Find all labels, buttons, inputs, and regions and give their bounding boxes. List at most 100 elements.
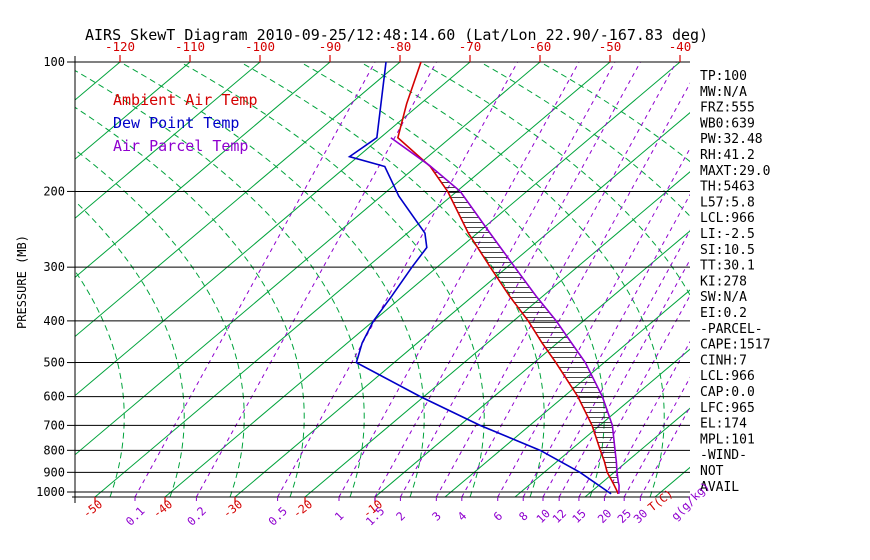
- mixing-ratio-line: [134, 62, 376, 497]
- moist-adiabat-line: [179, 62, 485, 497]
- stat-line: EI:0.2: [700, 306, 747, 321]
- stat-line: FRZ:555: [700, 101, 755, 116]
- moist-adiabat-line: [75, 106, 305, 497]
- moist-adiabat-line: [75, 149, 245, 497]
- mixing-ratio-line: [623, 376, 690, 497]
- stat-line: LFC:965: [700, 401, 755, 416]
- air-parcel-temp-curve: [390, 137, 620, 494]
- isotherm-line: [234, 112, 690, 497]
- mixing-ratio-line: [195, 62, 437, 497]
- moist-adiabat-line: [359, 62, 665, 497]
- isotherm-line: [304, 171, 690, 497]
- stat-line: LCL:966: [700, 211, 755, 226]
- stat-line: TT:30.1: [700, 259, 755, 274]
- stat-line: KI:278: [700, 274, 747, 289]
- mixing-ratio-line: [374, 62, 616, 497]
- stat-line: RH:41.2: [700, 148, 755, 163]
- mixing-ratio-line: [338, 62, 580, 497]
- stat-line: MW:N/A: [700, 85, 747, 100]
- pressure-tick-label: 500: [43, 356, 65, 370]
- mixing-ratio-line: [497, 147, 690, 497]
- moist-adiabat-line: [75, 200, 185, 497]
- isobar-grid: [75, 61, 690, 493]
- stats-panel: TP:100MW:N/AFRZ:555WB0:639PW:32.48RH:41.…: [700, 69, 770, 495]
- isotherm-line: [374, 230, 690, 497]
- mixing-ratio-unit-label: g(g/kg): [668, 479, 712, 523]
- isotherm-line: [75, 62, 471, 397]
- pressure-tick-label: 800: [43, 443, 65, 457]
- isotherm-line: [75, 62, 191, 160]
- chart-title: AIRS SkewT Diagram 2010-09-25/12:48:14.6…: [85, 26, 708, 44]
- bottom-temp-label: -30: [220, 497, 245, 521]
- mixing-ratio-line: [542, 229, 690, 497]
- isotherm-line: [444, 289, 690, 497]
- mixing-ratio-line: [435, 62, 677, 497]
- moist-adiabat-line: [0, 62, 4, 497]
- stat-line: CAP:0.0: [700, 385, 755, 400]
- mixing-ratio-label: 0.1: [123, 504, 148, 529]
- pressure-tick-label: 100: [43, 55, 65, 69]
- mixing-ratio-label: 15: [569, 506, 589, 526]
- stat-line: NOT: [700, 464, 724, 479]
- stat-line: SW:N/A: [700, 290, 747, 305]
- mixing-ratio-label: 4: [455, 509, 470, 524]
- stat-line: TH:5463: [700, 180, 755, 195]
- isotherm-grid: [75, 62, 690, 497]
- stat-line: EL:174: [700, 417, 747, 432]
- pressure-tick-label: 1000: [36, 485, 65, 499]
- sounding-curves: [347, 62, 620, 495]
- top-temp-label: -100: [245, 39, 275, 54]
- stat-line: LI:-2.5: [700, 227, 755, 242]
- isotherm-line: [654, 466, 690, 497]
- mixing-ratio-line: [603, 340, 690, 497]
- stat-line: CINH:7: [700, 353, 747, 368]
- isotherm-line: [164, 62, 681, 497]
- stat-line: MAXT:29.0: [700, 164, 770, 179]
- bottom-temp-label: -40: [150, 497, 175, 521]
- mixing-ratio-label: 20: [595, 506, 615, 526]
- pressure-axis-label: PRESSURE (MB): [15, 235, 29, 329]
- mixing-ratio-line: [277, 62, 519, 497]
- stat-line: WB0:639: [700, 116, 755, 131]
- moist-adiabat-line: [539, 62, 690, 163]
- pressure-tick-label: 300: [43, 260, 65, 274]
- top-temp-label: -90: [319, 39, 342, 54]
- mixing-ratio-label: 6: [491, 509, 506, 524]
- isotherm-line: [94, 62, 611, 497]
- top-temp-label: -50: [599, 39, 622, 54]
- stat-line: -PARCEL-: [700, 322, 763, 337]
- top-temp-label: -40: [669, 39, 692, 54]
- mixing-ratio-label: 0.2: [184, 504, 209, 529]
- stat-line: MPL:101: [700, 432, 755, 447]
- dew-point-temp-curve: [347, 62, 612, 495]
- mixing-ratio-line: [639, 405, 690, 497]
- moist-adiabat-line: [75, 70, 365, 497]
- stat-line: CAPE:1517: [700, 338, 770, 353]
- isotherm-line: [75, 62, 401, 338]
- mixing-ratio-line: [522, 193, 690, 497]
- pressure-tick-label: 700: [43, 418, 65, 432]
- mixing-ratio-line: [578, 294, 690, 497]
- mixing-ratio-label: 0.5: [265, 504, 290, 529]
- bottom-temp-label: -50: [80, 497, 105, 521]
- mixing-ratio-label: 3: [429, 509, 444, 524]
- isotherm-line: [584, 407, 690, 497]
- top-temp-label: -70: [459, 39, 482, 54]
- mixing-ratio-label: 8: [516, 509, 531, 524]
- moist-adiabat-line: [119, 62, 425, 497]
- mixing-ratio-label: 30: [631, 506, 651, 526]
- legend-ambient-air-temp: Ambient Air Temp: [113, 91, 258, 109]
- moist-adiabat-line: [75, 270, 125, 497]
- top-temperature-labels: -120 -110 -100 -90 -80 -70 -60 -50 -40: [105, 39, 691, 54]
- stat-line: LCL:966: [700, 369, 755, 384]
- isotherm-line: [75, 62, 261, 219]
- stat-line: TP:100: [700, 69, 747, 84]
- mixing-ratio-label: 1: [332, 509, 347, 524]
- isotherm-line: [75, 62, 331, 279]
- isotherm-line: [514, 348, 690, 497]
- legend-air-parcel-temp: Air Parcel Temp: [113, 137, 248, 155]
- bottom-temp-label: -20: [290, 497, 315, 521]
- moist-adiabat-line: [419, 62, 690, 297]
